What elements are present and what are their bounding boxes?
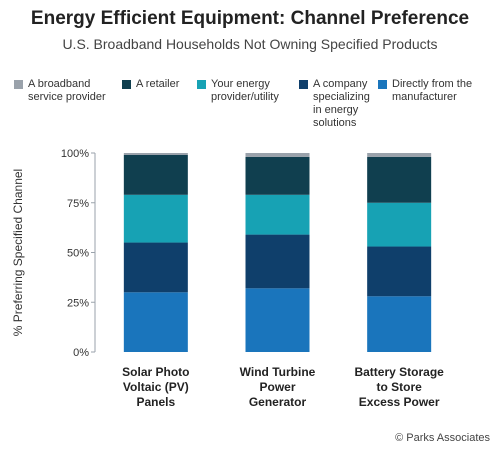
bar-segment bbox=[245, 156, 310, 195]
x-category-label: to Store bbox=[376, 380, 422, 394]
legend-item-broadband: A broadband service provider bbox=[14, 78, 106, 104]
bar-segment bbox=[123, 194, 188, 243]
legend-label-utility: Your energy provider/utility bbox=[211, 78, 279, 103]
legend-label-energy-company: A company specializing in energy solutio… bbox=[313, 78, 370, 129]
credit: © Parks Associates bbox=[395, 432, 490, 444]
y-tick-label: 100% bbox=[61, 148, 89, 160]
x-category-label: Panels bbox=[136, 395, 175, 409]
bar-segment bbox=[367, 202, 432, 247]
legend-item-manufacturer: Directly from the manufacturer bbox=[378, 78, 472, 104]
x-category-label: Battery Storage bbox=[354, 365, 444, 379]
x-category-label: Power bbox=[259, 380, 295, 394]
bar-segment bbox=[367, 156, 432, 203]
y-axis-label: % Preferring Specified Channel bbox=[11, 169, 25, 336]
bar-segment bbox=[367, 246, 432, 297]
bar-segment bbox=[123, 292, 188, 352]
bar-segment bbox=[123, 153, 188, 155]
x-category-label: Wind Turbine bbox=[240, 365, 316, 379]
bar-segment bbox=[245, 234, 310, 289]
y-tick-label: 0% bbox=[73, 347, 89, 359]
bar-segment bbox=[245, 288, 310, 352]
legend-label-broadband: A broadband service provider bbox=[28, 78, 106, 103]
legend-swatch-retailer bbox=[122, 80, 131, 89]
x-category-label: Solar Photo bbox=[122, 365, 189, 379]
bar-segment bbox=[123, 242, 188, 293]
chart-subtitle: U.S. Broadband Households Not Owning Spe… bbox=[62, 36, 438, 52]
legend-swatch-manufacturer bbox=[378, 80, 387, 89]
bar-segment bbox=[367, 153, 432, 157]
y-tick-label: 75% bbox=[67, 198, 89, 210]
legend-swatch-energy-company bbox=[299, 80, 308, 89]
x-category-label: Excess Power bbox=[359, 395, 440, 409]
legend-item-energy-company: A company specializing in energy solutio… bbox=[299, 78, 370, 130]
bar-segment bbox=[245, 153, 310, 157]
chart-title: Energy Efficient Equipment: Channel Pref… bbox=[30, 8, 470, 29]
legend-item-retailer: A retailer bbox=[122, 78, 179, 91]
legend-label-retailer: A retailer bbox=[136, 78, 180, 90]
legend-swatch-broadband bbox=[14, 80, 23, 89]
legend-item-utility: Your energy provider/utility bbox=[197, 78, 279, 104]
x-category-label: Voltaic (PV) bbox=[123, 380, 189, 394]
bar-segment bbox=[367, 296, 432, 352]
y-tick-label: 50% bbox=[67, 248, 89, 260]
y-tick-label: 25% bbox=[67, 297, 89, 309]
x-category-label: Generator bbox=[249, 395, 307, 409]
bar-segment bbox=[245, 194, 310, 235]
legend-label-manufacturer: Directly from the manufacturer bbox=[392, 78, 473, 103]
legend: A broadband service provider A retailer … bbox=[0, 0, 500, 140]
bar-segment bbox=[123, 154, 188, 195]
legend-swatch-utility bbox=[197, 80, 206, 89]
